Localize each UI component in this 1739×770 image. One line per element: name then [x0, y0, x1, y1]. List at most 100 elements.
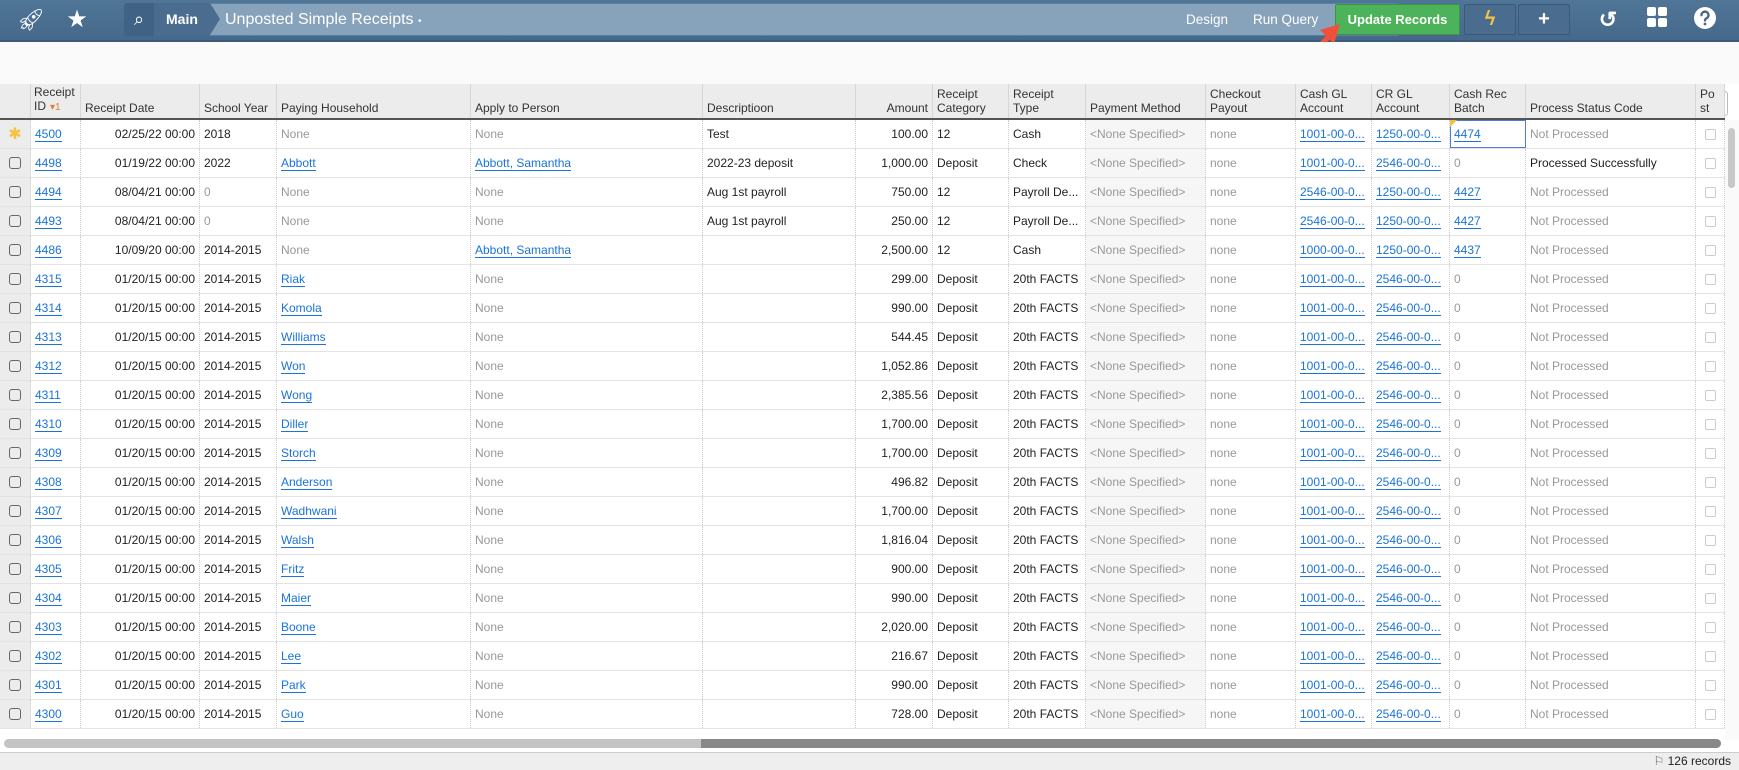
cell-value[interactable]: 4474: [1454, 126, 1481, 142]
table-row[interactable]: 4308 01/20/15 00:00 2014-2015 Anderson None 4…: [0, 468, 1725, 497]
cell-receipt-date[interactable]: 01/19/22 00:00: [81, 149, 200, 177]
cell-school-year[interactable]: 2014-2015: [200, 323, 277, 351]
table-row[interactable]: 4301 01/20/15 00:00 2014-2015 Park None 990.0…: [0, 671, 1725, 700]
cell-amount[interactable]: 1,052.86: [856, 352, 933, 380]
post-checkbox[interactable]: [1704, 621, 1716, 633]
cell-value[interactable]: 1001-00-0...: [1300, 387, 1365, 403]
cell-receipt-date[interactable]: 02/25/22 00:00: [81, 120, 200, 148]
cell-paying-household[interactable]: None: [277, 207, 471, 235]
cell-post[interactable]: [1696, 149, 1725, 177]
cell-school-year[interactable]: 2014-2015: [200, 294, 277, 322]
cell-descriptioon[interactable]: [703, 468, 856, 496]
post-checkbox[interactable]: [1704, 505, 1716, 517]
cell-cr-gl-account[interactable]: 2546-00-0...: [1372, 410, 1450, 438]
cell-descriptioon[interactable]: [703, 584, 856, 612]
cell-receipt-type[interactable]: 20th FACTS: [1009, 613, 1086, 641]
cell-value[interactable]: 1250-00-0...: [1376, 184, 1441, 200]
cell-cash-rec-batch[interactable]: 0: [1450, 671, 1526, 699]
star-icon[interactable]: ★: [66, 6, 88, 33]
cell-payment-method[interactable]: <None Specified>: [1086, 352, 1206, 380]
cell-value[interactable]: 2546-00-0...: [1376, 706, 1441, 722]
cell-value[interactable]: Won: [281, 358, 306, 374]
cell-school-year[interactable]: 2014-2015: [200, 410, 277, 438]
cell-value[interactable]: 2546-00-0...: [1376, 532, 1441, 548]
cell-receipt-date[interactable]: 10/09/20 00:00: [81, 236, 200, 264]
cell-checkout-payout[interactable]: none: [1206, 207, 1296, 235]
cell-process-status-code[interactable]: Not Processed: [1526, 178, 1696, 206]
cell-receipt-type[interactable]: 20th FACTS: [1009, 410, 1086, 438]
cell-paying-household[interactable]: None: [277, 236, 471, 264]
cell-cr-gl-account[interactable]: 2546-00-0...: [1372, 265, 1450, 293]
cell-post[interactable]: [1696, 671, 1725, 699]
cell-receipt-id[interactable]: 4307: [31, 497, 81, 525]
cell-cash-gl-account[interactable]: 1001-00-0...: [1296, 555, 1372, 583]
cell-payment-method[interactable]: <None Specified>: [1086, 236, 1206, 264]
cell-value[interactable]: 1001-00-0...: [1300, 358, 1365, 374]
cell-value[interactable]: 2546-00-0...: [1376, 300, 1441, 316]
cell-receipt-category[interactable]: Deposit: [933, 265, 1009, 293]
cell-receipt-id[interactable]: 4498: [31, 149, 81, 177]
column-header[interactable]: [0, 84, 31, 118]
update-records-button[interactable]: Update Records: [1335, 4, 1460, 35]
search-icon[interactable]: ⌕: [124, 3, 154, 36]
cell-value[interactable]: 4311: [35, 387, 61, 403]
cell-paying-household[interactable]: Anderson: [277, 468, 471, 496]
row-select[interactable]: [0, 149, 31, 177]
post-checkbox[interactable]: [1704, 128, 1716, 140]
cell-value[interactable]: 1001-00-0...: [1300, 532, 1365, 548]
cell-post[interactable]: [1696, 642, 1725, 670]
cell-receipt-id[interactable]: 4310: [31, 410, 81, 438]
row-checkbox[interactable]: [9, 505, 21, 517]
cell-value[interactable]: 4486: [35, 242, 62, 258]
table-row[interactable]: 4313 01/20/15 00:00 2014-2015 Williams None 5…: [0, 323, 1725, 352]
cell-amount[interactable]: 900.00: [856, 555, 933, 583]
cell-value[interactable]: 4303: [35, 619, 62, 635]
cell-amount[interactable]: 2,385.56: [856, 381, 933, 409]
cell-descriptioon[interactable]: [703, 352, 856, 380]
table-row[interactable]: 4312 01/20/15 00:00 2014-2015 Won None 1,052.…: [0, 352, 1725, 381]
cell-descriptioon[interactable]: [703, 265, 856, 293]
cell-receipt-date[interactable]: 01/20/15 00:00: [81, 700, 200, 728]
cell-paying-household[interactable]: Won: [277, 352, 471, 380]
row-select[interactable]: [0, 381, 31, 409]
cell-value[interactable]: Anderson: [281, 474, 333, 490]
cell-post[interactable]: [1696, 178, 1725, 206]
cell-receipt-category[interactable]: Deposit: [933, 410, 1009, 438]
cell-receipt-id[interactable]: 4313: [31, 323, 81, 351]
cell-apply-to-person[interactable]: None: [471, 584, 703, 612]
cell-value[interactable]: 1001-00-0...: [1300, 561, 1365, 577]
sort-desc-icon[interactable]: ▾1: [50, 102, 61, 113]
cell-value[interactable]: 2546-00-0...: [1376, 677, 1441, 693]
cell-amount[interactable]: 216.67: [856, 642, 933, 670]
table-row[interactable]: 4304 01/20/15 00:00 2014-2015 Maier None 990.…: [0, 584, 1725, 613]
cell-cr-gl-account[interactable]: 1250-00-0...: [1372, 236, 1450, 264]
cell-receipt-date[interactable]: 01/20/15 00:00: [81, 642, 200, 670]
cell-value[interactable]: Park: [281, 677, 306, 693]
cell-process-status-code[interactable]: Not Processed: [1526, 700, 1696, 728]
cell-value[interactable]: 4313: [35, 329, 62, 345]
cell-value[interactable]: 1001-00-0...: [1300, 590, 1365, 606]
cell-checkout-payout[interactable]: none: [1206, 497, 1296, 525]
cell-receipt-id[interactable]: 4308: [31, 468, 81, 496]
cell-cash-rec-batch[interactable]: 0: [1450, 294, 1526, 322]
cell-checkout-payout[interactable]: none: [1206, 120, 1296, 148]
cell-value[interactable]: 2546-00-0...: [1376, 329, 1441, 345]
cell-process-status-code[interactable]: Not Processed: [1526, 265, 1696, 293]
row-checkbox[interactable]: [9, 679, 21, 691]
cell-receipt-type[interactable]: 20th FACTS: [1009, 671, 1086, 699]
cell-apply-to-person[interactable]: None: [471, 526, 703, 554]
cell-process-status-code[interactable]: Not Processed: [1526, 584, 1696, 612]
cell-post[interactable]: [1696, 526, 1725, 554]
cell-paying-household[interactable]: Riak: [277, 265, 471, 293]
cell-process-status-code[interactable]: Not Processed: [1526, 352, 1696, 380]
cell-payment-method[interactable]: <None Specified>: [1086, 584, 1206, 612]
post-checkbox[interactable]: [1704, 186, 1716, 198]
cell-cash-gl-account[interactable]: 1001-00-0...: [1296, 526, 1372, 554]
cell-post[interactable]: [1696, 410, 1725, 438]
column-header[interactable]: Paying Household: [277, 84, 471, 118]
cell-process-status-code[interactable]: Not Processed: [1526, 642, 1696, 670]
cell-school-year[interactable]: 2014-2015: [200, 265, 277, 293]
cell-apply-to-person[interactable]: None: [471, 642, 703, 670]
table-row[interactable]: 4486 10/09/20 00:00 2014-2015 None Abbott, S…: [0, 236, 1725, 265]
post-checkbox[interactable]: [1704, 360, 1716, 372]
